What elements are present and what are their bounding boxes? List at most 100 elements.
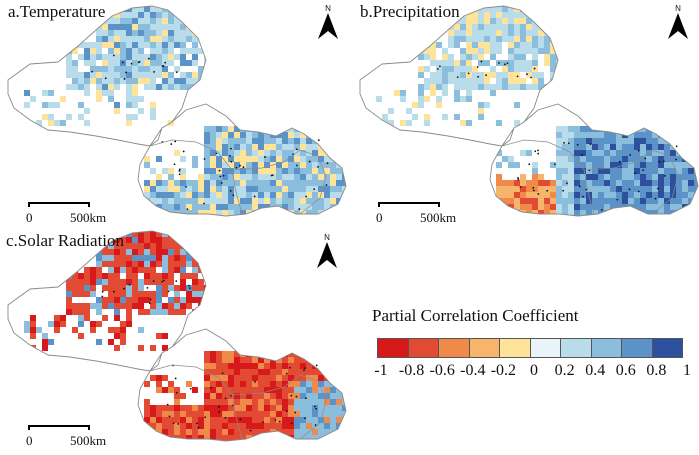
raster-cell [150,168,156,174]
raster-cell [102,297,108,303]
raster-cell [580,210,586,216]
raster-cell [550,204,556,210]
significance-dot [189,387,192,390]
raster-cell [174,12,180,18]
raster-cell [502,180,508,186]
raster-cell [342,411,346,417]
raster-cell [306,411,312,417]
raster-cell [514,120,520,126]
raster-cell [610,210,616,216]
raster-cell [150,42,156,48]
raster-cell [664,144,670,150]
raster-cell [622,192,628,198]
raster-cell [138,66,144,72]
significance-dot [294,411,297,414]
raster-cell [670,204,676,210]
raster-cell [174,309,180,315]
north-label: N [675,4,681,13]
raster-cell [538,30,544,36]
raster-cell [646,198,652,204]
raster-cell [508,42,514,48]
raster-cell [454,42,460,48]
raster-cell [484,24,490,30]
raster-cell [478,54,484,60]
raster-cell [496,162,502,168]
raster-cell [294,210,300,216]
raster-cell [604,150,610,156]
raster-cell [246,144,252,150]
raster-cell [670,168,676,174]
raster-cell [514,42,520,48]
raster-cell [216,417,222,423]
raster-cell [300,423,306,429]
raster-cell [300,144,306,150]
raster-cell [300,381,306,387]
raster-cell [138,225,144,231]
raster-cell [180,186,186,192]
raster-cell [330,411,336,417]
raster-cell [466,72,472,78]
raster-cell [694,132,698,138]
raster-cell [688,210,694,216]
raster-cell [216,162,222,168]
raster-cell [330,417,336,423]
raster-cell [562,180,568,186]
raster-cell [252,381,258,387]
raster-cell [484,84,490,90]
raster-cell [634,168,640,174]
raster-cell [634,198,640,204]
raster-cell [318,198,324,204]
raster-cell [312,210,318,216]
significance-dot [254,380,256,383]
legend-tick-label: 0.6 [615,362,636,379]
raster-cell [258,180,264,186]
raster-cell [24,321,30,327]
raster-cell [294,132,300,138]
raster-cell [156,210,162,216]
raster-cell [496,186,502,192]
raster-cell [312,174,318,180]
raster-cell [306,423,312,429]
raster-cell [114,315,120,321]
raster-cell [586,204,592,210]
raster-cell [694,210,698,216]
raster-cell [84,90,90,96]
raster-cell [126,279,132,285]
raster-cell [108,24,114,30]
raster-cell [550,6,556,12]
raster-cell [126,12,132,18]
raster-cell [222,435,228,441]
raster-cell [496,204,502,210]
raster-cell [246,180,252,186]
raster-cell [186,186,192,192]
raster-cell [156,243,162,249]
raster-cell [234,132,240,138]
raster-cell [222,399,228,405]
raster-cell [132,30,138,36]
raster-cell [180,204,186,210]
raster-cell [174,36,180,42]
raster-cell [688,186,694,192]
raster-cell [216,387,222,393]
raster-cell [526,30,532,36]
raster-cell [472,36,478,42]
raster-cell [204,357,210,363]
raster-cell [162,387,168,393]
raster-cell [222,357,228,363]
raster-cell [526,6,532,12]
raster-cell [258,357,264,363]
raster-cell [216,186,222,192]
raster-cell [120,66,126,72]
raster-cell [306,210,312,216]
raster-cell [652,126,658,132]
raster-cell [66,72,72,78]
significance-dot [480,60,483,63]
raster-cell [180,198,186,204]
significance-dot [125,71,127,74]
raster-cell [198,249,204,255]
raster-cell [144,399,150,405]
raster-cell [162,66,168,72]
raster-cell [502,156,508,162]
raster-cell [114,267,120,273]
legend-color-bar [377,338,683,358]
